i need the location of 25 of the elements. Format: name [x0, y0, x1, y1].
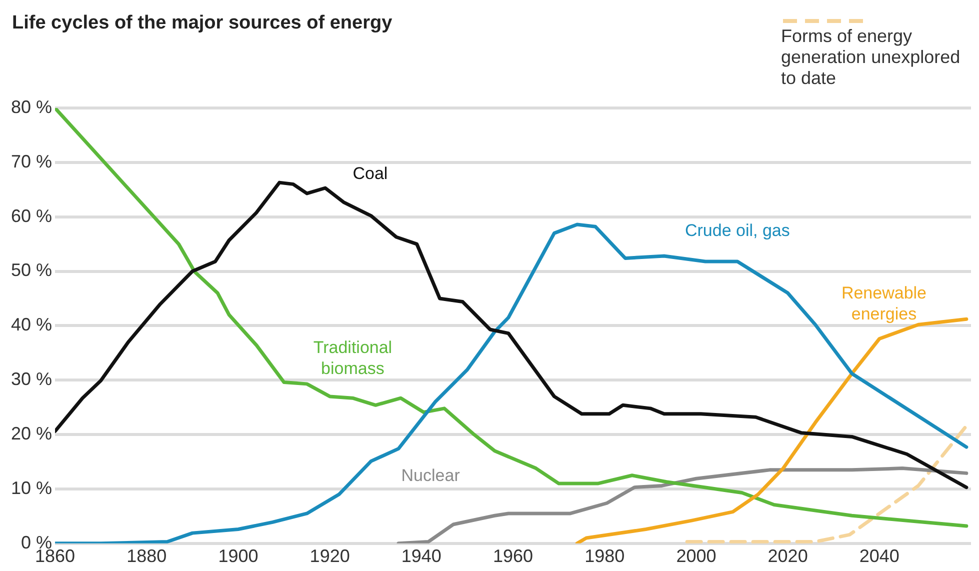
x-tick-label: 1880 [126, 546, 167, 566]
y-tick-label: 10 % [10, 478, 52, 498]
y-tick-label: 60 % [10, 206, 52, 226]
y-tick-label: 50 % [10, 260, 52, 280]
y-tick-label: 40 % [10, 314, 52, 335]
y-tick-label: 70 % [10, 151, 52, 172]
x-tick-label: 2000 [676, 546, 716, 566]
series-label: Coal [352, 164, 388, 183]
chart-title: Life cycles of the major sources of energy [12, 12, 393, 34]
x-tick-label: 2020 [768, 546, 808, 566]
x-tick-label: 1900 [218, 546, 258, 566]
text: Nuclear [401, 466, 460, 485]
y-tick-label: 20 % [10, 424, 52, 444]
x-tick-label: 1980 [584, 546, 625, 566]
y-tick-label: 80 % [10, 96, 52, 117]
line-series [685, 424, 968, 544]
legend-label: Forms of energy generation unexplored to date [781, 26, 962, 89]
series-label: Traditional biomass [313, 338, 392, 378]
series-label: Crude oil, gas [684, 220, 790, 240]
x-tick-label: 2040 [859, 546, 900, 566]
x-tick-label: 1960 [492, 546, 534, 566]
x-tick-label: 1940 [401, 546, 442, 566]
x-tick-label: 1920 [310, 546, 350, 566]
y-tick-label: 30 % [10, 369, 52, 390]
series-label: Renewable energies [841, 283, 927, 324]
